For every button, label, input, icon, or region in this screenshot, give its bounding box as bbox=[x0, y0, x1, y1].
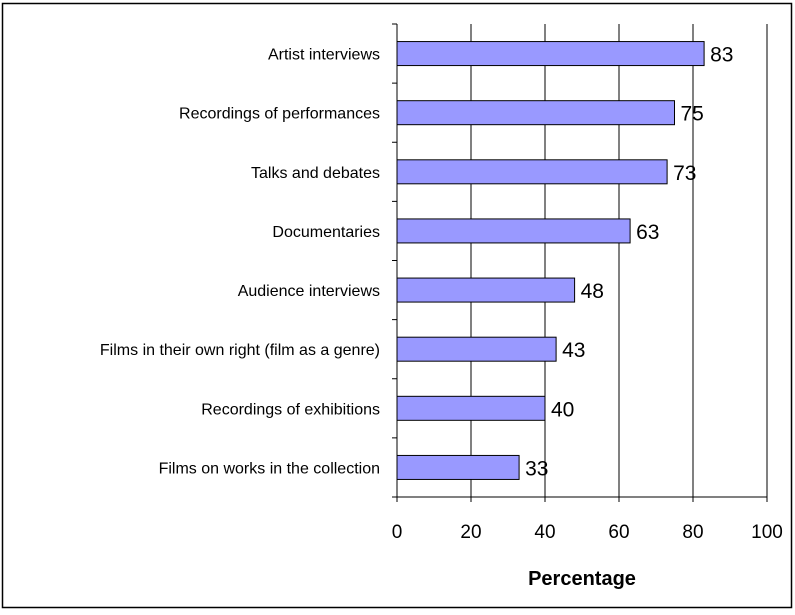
data-label: 48 bbox=[581, 280, 604, 303]
bar bbox=[396, 218, 631, 244]
data-label: 73 bbox=[673, 162, 696, 185]
x-tick-label: 60 bbox=[608, 522, 629, 543]
x-tick-label: 100 bbox=[751, 522, 783, 543]
category-label: Talks and debates bbox=[251, 165, 380, 182]
category-label: Recordings of performances bbox=[179, 106, 380, 123]
data-label: 83 bbox=[710, 44, 733, 67]
category-label: Films in their own right (film as a genr… bbox=[100, 342, 380, 359]
x-tick-label: 40 bbox=[534, 522, 555, 543]
labels: 0 20 40 60 80 100 Artist interviews 83 Recording… bbox=[100, 44, 783, 543]
data-label: 63 bbox=[636, 221, 659, 244]
category-label: Films on works in the collection bbox=[159, 460, 380, 477]
data-label: 43 bbox=[562, 339, 585, 362]
bar bbox=[396, 100, 675, 126]
bar bbox=[396, 336, 557, 362]
category-label: Artist interviews bbox=[268, 47, 380, 64]
bar bbox=[396, 454, 520, 480]
x-tick-label: 20 bbox=[460, 522, 481, 543]
bar bbox=[396, 159, 668, 185]
bar bbox=[396, 395, 546, 421]
bar bbox=[396, 277, 576, 303]
data-label: 75 bbox=[681, 103, 704, 126]
category-label: Audience interviews bbox=[238, 283, 380, 300]
bar bbox=[396, 41, 705, 67]
x-tick-label: 0 bbox=[392, 522, 403, 543]
data-label: 33 bbox=[525, 457, 548, 480]
data-label: 40 bbox=[551, 398, 574, 421]
category-label: Documentaries bbox=[272, 224, 380, 241]
category-label: Recordings of exhibitions bbox=[201, 401, 380, 418]
x-axis-title: Percentage bbox=[528, 568, 636, 590]
axes bbox=[392, 23, 768, 502]
x-tick-label: 80 bbox=[682, 522, 703, 543]
